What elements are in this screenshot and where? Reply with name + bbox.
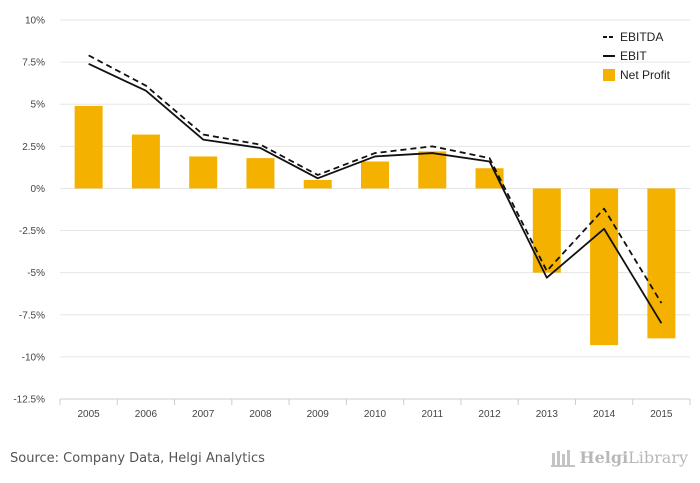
x-tick-label: 2011: [422, 409, 444, 420]
x-tick-label: 2006: [135, 409, 158, 420]
bar-net-profit-2006: [131, 134, 160, 189]
x-tick-label: 2010: [364, 409, 387, 420]
x-tick-label: 2013: [536, 409, 559, 420]
y-tick-label: 5%: [31, 100, 46, 111]
x-tick-label: 2012: [478, 409, 501, 420]
logo-text-part2: Library: [628, 448, 688, 467]
legend-label: EBITDA: [620, 30, 663, 44]
y-tick-label: 10%: [25, 16, 45, 27]
y-tick-label: 7.5%: [22, 58, 45, 69]
x-axis: 2005 2006 2007 2008 2009 2010 2011 2012 2013 2014…: [59, 398, 691, 420]
source-note: Source: Company Data, Helgi Analytics: [10, 451, 265, 466]
x-tick-label: 2008: [249, 409, 272, 420]
x-tick-label: 2014: [593, 409, 616, 420]
y-tick-label: -7.5%: [19, 310, 45, 321]
bar-net-profit-2009: [303, 180, 332, 189]
bar-net-profit-2007: [189, 156, 218, 189]
logo-text-part1: Helgi: [579, 448, 629, 467]
x-tick-label: 2005: [78, 409, 101, 420]
bar-net-profit-2005: [74, 105, 103, 189]
bar-net-profit-2010: [361, 161, 389, 189]
line-ebitda: [88, 54, 663, 304]
bar-net-profit-2015: [647, 188, 676, 339]
chart: 10% 7.5% 5% 2.5% 0% -2.5% -5% -7.5% -10% -12.5% 2…: [13, 16, 691, 420]
y-tick-label: 2.5%: [22, 142, 45, 153]
bar-net-profit-2014: [590, 188, 619, 346]
legend-label: Net Profit: [620, 68, 671, 82]
legend-label: EBIT: [620, 49, 647, 63]
net-profit-bars: [74, 105, 676, 346]
x-tick-label: 2007: [192, 409, 215, 420]
bar-net-profit-2011: [418, 151, 447, 189]
y-tick-label: -12.5%: [13, 395, 45, 406]
legend-swatch-net-profit: [603, 69, 615, 81]
y-tick-label: 0%: [31, 184, 46, 195]
series-lines: [88, 54, 663, 324]
bar-net-profit-2012: [475, 168, 504, 189]
y-tick-label: -5%: [27, 268, 45, 279]
y-axis-ticks: 10% 7.5% 5% 2.5% 0% -2.5% -5% -7.5% -10% -12.5%: [13, 16, 45, 406]
y-tick-label: -10%: [22, 352, 45, 363]
line-ebit: [88, 62, 663, 324]
y-tick-label: -2.5%: [19, 226, 45, 237]
legend: EBITDA EBIT Net Profit: [603, 30, 671, 82]
bar-net-profit-2008: [246, 158, 275, 189]
x-tick-label: 2009: [307, 409, 330, 420]
helgi-library-logo: Helgi Library: [550, 448, 688, 467]
library-logo-icon: [550, 449, 575, 467]
x-tick-label: 2015: [650, 409, 673, 420]
